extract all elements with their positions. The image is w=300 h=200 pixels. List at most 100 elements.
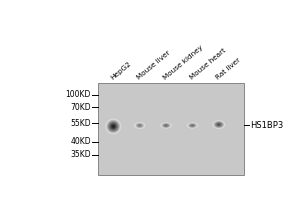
Ellipse shape <box>164 125 168 126</box>
Ellipse shape <box>135 122 145 129</box>
Ellipse shape <box>215 122 223 127</box>
Ellipse shape <box>218 124 220 125</box>
Ellipse shape <box>214 122 223 128</box>
Text: 100KD: 100KD <box>66 90 91 99</box>
Ellipse shape <box>215 122 222 127</box>
Ellipse shape <box>108 121 119 132</box>
Ellipse shape <box>189 124 196 127</box>
Ellipse shape <box>214 121 224 128</box>
Ellipse shape <box>160 122 172 129</box>
Ellipse shape <box>107 120 119 132</box>
Ellipse shape <box>134 122 145 129</box>
Ellipse shape <box>135 123 144 128</box>
Text: HS1BP3: HS1BP3 <box>250 121 284 130</box>
Ellipse shape <box>139 125 141 126</box>
Ellipse shape <box>139 125 141 126</box>
Ellipse shape <box>214 121 224 128</box>
Ellipse shape <box>164 124 169 127</box>
Ellipse shape <box>136 123 143 128</box>
Ellipse shape <box>109 122 118 131</box>
Ellipse shape <box>166 125 167 126</box>
Ellipse shape <box>190 124 195 127</box>
Ellipse shape <box>214 121 224 128</box>
Ellipse shape <box>138 124 142 127</box>
Ellipse shape <box>212 120 225 129</box>
Ellipse shape <box>110 123 116 129</box>
Ellipse shape <box>108 121 119 132</box>
Ellipse shape <box>165 125 167 126</box>
Text: 55KD: 55KD <box>70 119 91 128</box>
Ellipse shape <box>165 125 167 126</box>
Ellipse shape <box>139 125 141 126</box>
Ellipse shape <box>135 123 144 128</box>
Ellipse shape <box>138 124 142 127</box>
Ellipse shape <box>161 123 171 128</box>
Ellipse shape <box>112 125 115 128</box>
Ellipse shape <box>192 125 193 126</box>
Ellipse shape <box>214 122 223 127</box>
Ellipse shape <box>162 123 170 128</box>
Ellipse shape <box>138 125 141 126</box>
Ellipse shape <box>215 122 222 127</box>
Text: Rat liver: Rat liver <box>215 57 242 81</box>
Ellipse shape <box>165 125 167 126</box>
Ellipse shape <box>163 124 169 127</box>
Ellipse shape <box>111 124 116 128</box>
Ellipse shape <box>112 125 115 128</box>
Ellipse shape <box>112 125 114 127</box>
Ellipse shape <box>164 124 168 127</box>
Ellipse shape <box>110 123 116 130</box>
Ellipse shape <box>106 119 121 133</box>
Ellipse shape <box>134 122 146 129</box>
Ellipse shape <box>213 121 224 128</box>
Ellipse shape <box>213 121 224 128</box>
Text: 40KD: 40KD <box>70 137 91 146</box>
Ellipse shape <box>212 120 226 129</box>
Ellipse shape <box>137 124 142 127</box>
Ellipse shape <box>189 124 196 127</box>
Ellipse shape <box>136 123 143 128</box>
Ellipse shape <box>112 125 115 128</box>
Ellipse shape <box>218 124 219 125</box>
Ellipse shape <box>137 124 142 127</box>
Ellipse shape <box>107 120 120 133</box>
Ellipse shape <box>106 119 121 134</box>
Ellipse shape <box>191 125 194 126</box>
Ellipse shape <box>137 124 142 127</box>
Ellipse shape <box>106 119 121 134</box>
Ellipse shape <box>111 124 116 129</box>
Ellipse shape <box>189 124 196 127</box>
Ellipse shape <box>189 124 196 127</box>
Ellipse shape <box>190 124 194 127</box>
Ellipse shape <box>136 124 143 127</box>
Ellipse shape <box>162 124 170 127</box>
Ellipse shape <box>187 122 198 129</box>
Ellipse shape <box>137 124 143 127</box>
Ellipse shape <box>111 124 116 129</box>
Ellipse shape <box>112 126 114 127</box>
Ellipse shape <box>113 126 114 127</box>
Ellipse shape <box>109 122 117 130</box>
Ellipse shape <box>216 123 222 127</box>
Ellipse shape <box>216 123 221 126</box>
Ellipse shape <box>164 124 168 127</box>
Ellipse shape <box>107 121 119 132</box>
Ellipse shape <box>187 122 198 128</box>
Ellipse shape <box>188 123 196 128</box>
Ellipse shape <box>138 124 141 127</box>
Ellipse shape <box>212 120 225 129</box>
Ellipse shape <box>163 124 170 127</box>
Ellipse shape <box>134 122 146 129</box>
Ellipse shape <box>109 122 118 131</box>
Ellipse shape <box>165 125 167 126</box>
Ellipse shape <box>191 125 194 126</box>
Ellipse shape <box>161 123 171 128</box>
Ellipse shape <box>107 120 120 133</box>
Text: Mouse kidney: Mouse kidney <box>162 44 204 81</box>
Ellipse shape <box>106 120 120 133</box>
Text: Mouse liver: Mouse liver <box>136 50 172 81</box>
Ellipse shape <box>215 122 223 127</box>
Ellipse shape <box>110 123 117 130</box>
Ellipse shape <box>134 122 146 129</box>
Ellipse shape <box>165 125 167 126</box>
